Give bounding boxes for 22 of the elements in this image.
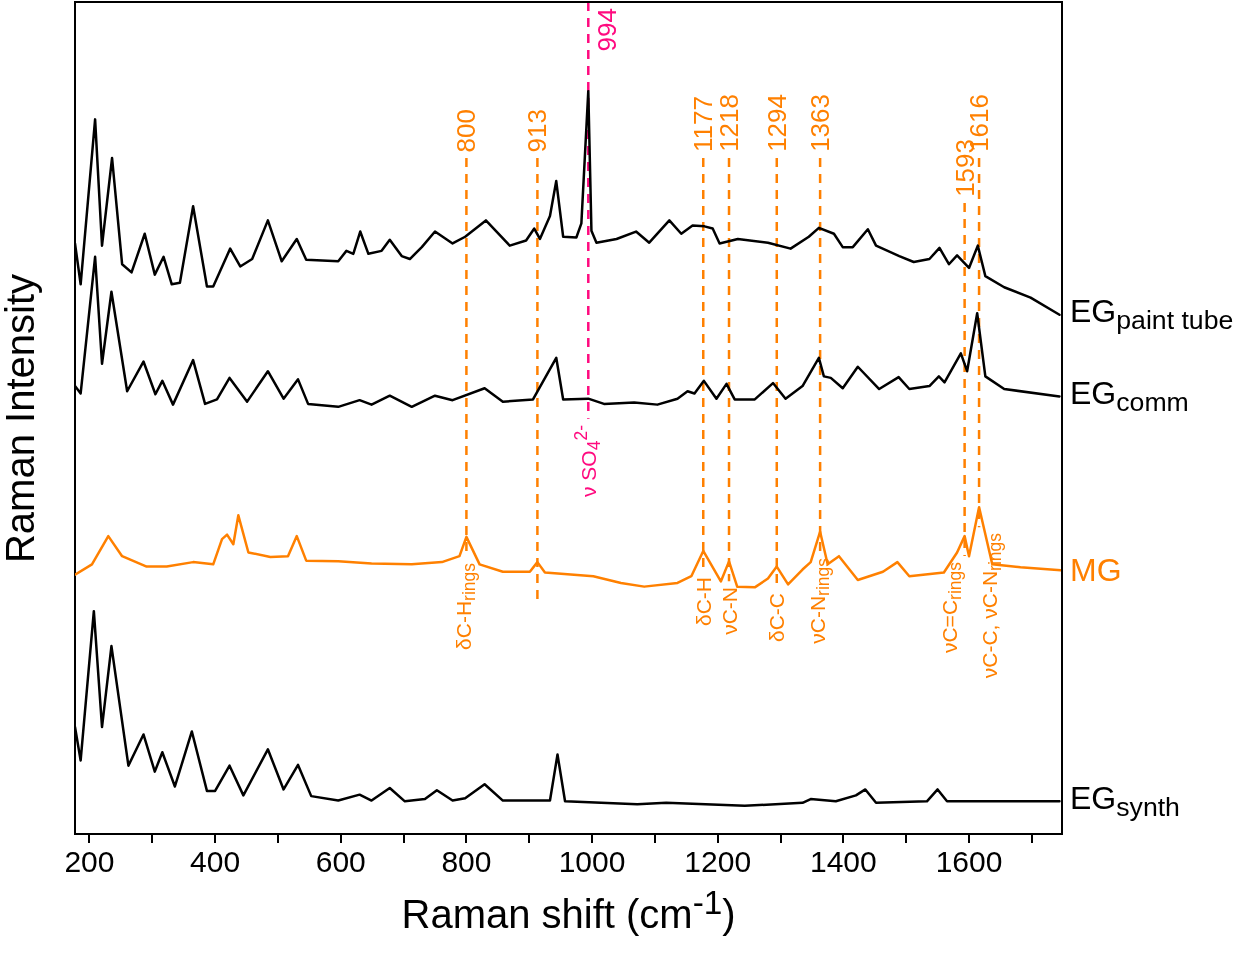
x-tick-label: 600 (315, 845, 366, 879)
x-tick-label: 400 (190, 845, 241, 879)
series-label: MG (1070, 552, 1122, 589)
y-axis-title: Raman Intensity (0, 273, 42, 563)
x-tick-label: 200 (64, 845, 115, 879)
x-tick-label: 1400 (809, 845, 877, 879)
series-label: EG$_{paint tube}$ (1070, 293, 1234, 336)
x-tick-label: 1600 (935, 845, 1003, 879)
ref-line-label: 1363 (805, 94, 836, 152)
series-label: EG$_{synth}$ (1070, 779, 1180, 823)
x-tick-label: 1200 (684, 845, 752, 879)
x-axis-title: Raman shift (cm$^{-1}$) (401, 884, 736, 937)
annotation: δC-C (765, 592, 789, 642)
ref-line-label: 994 (592, 8, 623, 52)
ref-line-label: 800 (451, 109, 482, 153)
x-tick-label: 1000 (558, 845, 626, 879)
x-tick-label: 800 (441, 845, 492, 879)
ref-line-label: 1294 (761, 94, 792, 152)
ref-line-label: 913 (522, 109, 553, 153)
annotation: δC-H (691, 576, 715, 626)
annotation: νC-N (717, 587, 741, 636)
series-label: EG$_{comm}$ (1070, 374, 1189, 418)
